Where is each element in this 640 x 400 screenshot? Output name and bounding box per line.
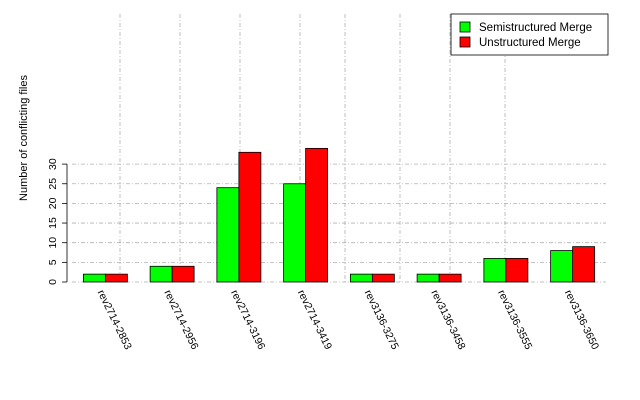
y-tick-label: 30 [47,158,59,170]
x-tick-label: rev3136-3555 [495,288,534,352]
y-tick-label: 10 [47,237,59,249]
bar-semistructured-rev2714-2853 [82,273,106,283]
bar-semistructured-rev3136-3555 [483,258,507,283]
y-tick-label: 25 [47,178,59,190]
bar-unstructured-rev2714-3196 [238,151,262,283]
y-tick-label: 0 [47,279,59,285]
y-axis: 0 5 10 15 20 25 30 [47,158,68,285]
x-tick-label: rev2714-3196 [228,288,267,352]
x-tick-label: rev3136-3650 [562,288,601,352]
x-tick-label: rev2714-2853 [95,288,134,352]
y-tick-label: 20 [47,197,59,209]
bar-semistructured-rev3136-3458 [416,273,440,283]
bar-unstructured-rev3136-3458 [438,273,462,283]
x-tick-label: rev2714-2956 [161,288,200,352]
bar-unstructured-rev3136-3275 [371,273,395,283]
bar-unstructured-rev3136-3650 [572,246,596,283]
y-axis-title: Number of conflicting files [18,75,30,201]
legend: Semistructured Merge Unstructured Merge [450,13,609,56]
x-tick-label: rev3136-3458 [428,288,467,352]
legend-swatch [459,21,471,33]
y-tick-label: 15 [47,217,59,229]
legend-label: Unstructured Merge [479,37,581,49]
y-tick-label: 5 [47,259,59,265]
x-tick-label: rev3136-3275 [362,288,401,352]
bar-unstructured-rev3136-3555 [505,258,529,283]
x-axis: rev2714-2853 rev2714-2956 rev2714-3196 rev2… [95,288,602,352]
bar-semistructured-rev3136-3275 [349,273,373,283]
legend-swatch [459,36,471,48]
legend-label: Semistructured Merge [479,22,592,34]
bar-semistructured-rev2714-2956 [149,265,173,283]
bar-unstructured-rev2714-2853 [104,273,128,283]
bar-semistructured-rev2714-3419 [283,183,307,283]
x-tick-label: rev2714-3419 [295,288,334,352]
bar-unstructured-rev2714-2956 [171,265,195,283]
bar-unstructured-rev2714-3419 [305,147,329,283]
legend-box [450,13,609,56]
bars [82,147,596,283]
bar-semistructured-rev3136-3650 [550,250,574,283]
bar-semistructured-rev2714-3196 [216,187,240,283]
